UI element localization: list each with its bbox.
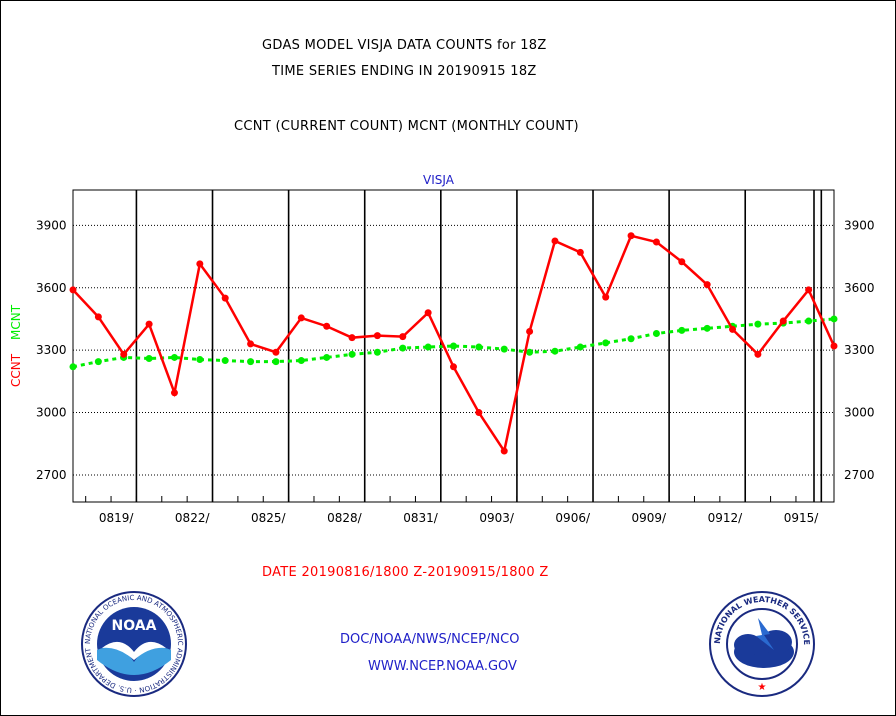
data-point-mcnt-0831: [450, 342, 457, 350]
data-point-ccnt-0903: [526, 327, 534, 335]
y-tick-label-left-3000: 3000: [36, 406, 67, 420]
x-tick-label-0819: 0819/: [99, 511, 135, 525]
noaa-logo[interactable]: NOAA NATIONAL OCEANIC AND ATMOSPHERIC AD…: [80, 590, 188, 698]
data-point-mcnt-0823: [247, 358, 255, 366]
data-point-ccnt-0820: [170, 389, 178, 397]
data-point-mcnt-0830: [424, 343, 432, 351]
data-point-mcnt-0820: [170, 353, 178, 361]
data-point-ccnt-0822: [221, 294, 229, 302]
data-point-ccnt-0902: [500, 447, 508, 455]
data-point-ccnt-0915: [830, 342, 838, 350]
data-point-mcnt-0828: [373, 348, 381, 356]
data-point-ccnt-0827: [348, 334, 356, 342]
x-tick-label-0906: 0906/: [555, 511, 591, 525]
data-point-ccnt-0828: [373, 332, 381, 340]
data-point-mcnt-0908: [652, 330, 660, 338]
data-point-mcnt-0822: [221, 357, 229, 365]
data-point-ccnt-0829: [399, 333, 407, 341]
data-point-mcnt-0816: [69, 363, 77, 371]
x-tick-label-0828: 0828/: [327, 511, 363, 525]
y-axis-label-ccnt: CCNT: [9, 353, 23, 387]
x-tick-label-0915: 0915/: [784, 511, 820, 525]
y-tick-label-right-3000: 3000: [844, 406, 875, 420]
date-range-label: DATE 20190816/1800 Z-20190915/1800 Z: [262, 565, 549, 580]
data-point-mcnt-0906: [602, 339, 610, 347]
data-point-mcnt-0910: [703, 324, 711, 332]
data-point-ccnt-0911: [729, 325, 737, 333]
y-axis-label-mcnt: MCNT: [9, 304, 23, 340]
data-point-mcnt-0819: [145, 354, 153, 362]
x-tick-label-0903: 0903/: [479, 511, 515, 525]
ncep-website-link[interactable]: WWW.NCEP.NOAA.GOV: [368, 659, 517, 674]
x-tick-label-0912: 0912/: [708, 511, 744, 525]
data-point-mcnt-0902: [500, 345, 508, 353]
data-point-ccnt-0901: [475, 409, 483, 417]
y-tick-label-right-3300: 3300: [844, 343, 875, 357]
data-point-ccnt-0824: [272, 348, 280, 356]
data-point-mcnt-0827: [348, 350, 356, 358]
nws-logo[interactable]: NATIONAL WEATHER SERVICE ★: [708, 590, 816, 698]
data-point-mcnt-0903: [526, 348, 534, 356]
chart-title-line-2: TIME SERIES ENDING IN 20190915 18Z: [272, 64, 537, 79]
data-point-mcnt-0914: [805, 317, 813, 325]
data-point-mcnt-0901: [475, 343, 483, 351]
chart-title-line-3: CCNT (CURRENT COUNT) MCNT (MONTHLY COUNT…: [234, 119, 579, 134]
chart-title-line-1: GDAS MODEL VISJA DATA COUNTS for 18Z: [262, 38, 547, 53]
data-point-mcnt-0905: [576, 343, 584, 351]
data-point-ccnt-0826: [323, 322, 331, 330]
y-tick-label-left-3300: 3300: [36, 343, 67, 357]
data-point-ccnt-0817: [94, 313, 102, 321]
data-point-mcnt-0907: [627, 335, 635, 343]
data-point-mcnt-0821: [196, 356, 204, 364]
y-tick-label-right-3900: 3900: [844, 218, 875, 232]
data-point-ccnt-0904: [551, 237, 559, 245]
data-point-ccnt-0818: [120, 350, 128, 358]
data-point-ccnt-0830: [424, 309, 432, 317]
data-point-ccnt-0819: [145, 320, 153, 328]
data-point-ccnt-0913: [779, 317, 787, 325]
noaa-logo-text: NOAA: [112, 618, 157, 634]
data-point-ccnt-0907: [627, 232, 635, 240]
data-point-ccnt-0823: [247, 340, 255, 348]
data-point-ccnt-0816: [69, 286, 77, 294]
y-tick-label-left-3600: 3600: [36, 281, 67, 295]
x-tick-label-0822: 0822/: [175, 511, 211, 525]
data-point-mcnt-0915: [830, 315, 838, 323]
x-tick-label-0909: 0909/: [632, 511, 668, 525]
data-point-ccnt-0906: [602, 293, 610, 301]
data-point-ccnt-0831: [450, 363, 457, 371]
data-point-ccnt-0825: [297, 314, 305, 322]
x-tick-label-0831: 0831/: [403, 511, 439, 525]
data-point-mcnt-0912: [754, 320, 762, 328]
data-point-ccnt-0912: [754, 350, 762, 358]
data-point-mcnt-0904: [551, 347, 559, 355]
nws-star-icon: ★: [758, 682, 767, 693]
doc-noaa-link[interactable]: DOC/NOAA/NWS/NCEP/NCO: [340, 632, 520, 647]
y-tick-label-right-3600: 3600: [844, 281, 875, 295]
y-tick-label-right-2700: 2700: [844, 468, 875, 482]
chart-station-title: VISJA: [423, 173, 455, 187]
data-point-ccnt-0821: [196, 260, 204, 268]
x-tick-label-0825: 0825/: [251, 511, 287, 525]
data-point-ccnt-0908: [652, 238, 660, 246]
data-point-ccnt-0914: [805, 286, 813, 294]
data-point-mcnt-0825: [297, 357, 305, 365]
data-point-mcnt-0829: [399, 344, 407, 352]
data-point-mcnt-0824: [272, 358, 280, 366]
data-point-ccnt-0909: [678, 258, 686, 266]
data-point-mcnt-0826: [323, 353, 331, 361]
y-tick-label-left-3900: 3900: [36, 218, 67, 232]
data-point-mcnt-0909: [678, 326, 686, 334]
data-point-mcnt-0817: [94, 358, 102, 366]
data-point-ccnt-0910: [703, 281, 711, 289]
data-point-ccnt-0905: [576, 248, 584, 256]
y-tick-label-left-2700: 2700: [36, 468, 67, 482]
